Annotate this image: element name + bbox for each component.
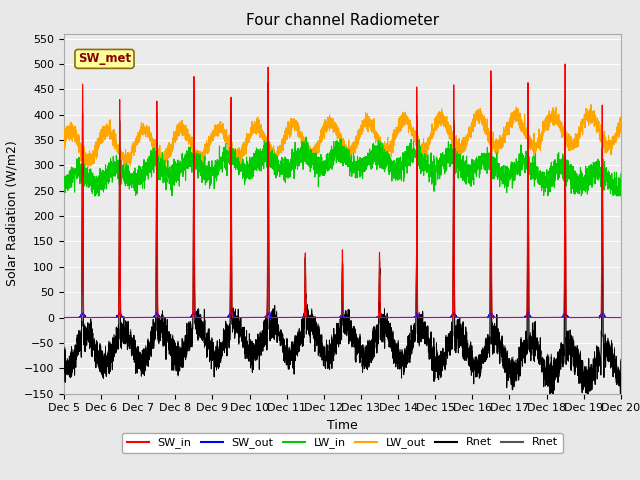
Title: Four channel Radiometer: Four channel Radiometer <box>246 13 439 28</box>
Legend: SW_in, SW_out, LW_in, LW_out, Rnet, Rnet: SW_in, SW_out, LW_in, LW_out, Rnet, Rnet <box>122 433 563 453</box>
Y-axis label: Solar Radiation (W/m2): Solar Radiation (W/m2) <box>5 141 19 287</box>
Text: SW_met: SW_met <box>78 52 131 65</box>
X-axis label: Time: Time <box>327 419 358 432</box>
